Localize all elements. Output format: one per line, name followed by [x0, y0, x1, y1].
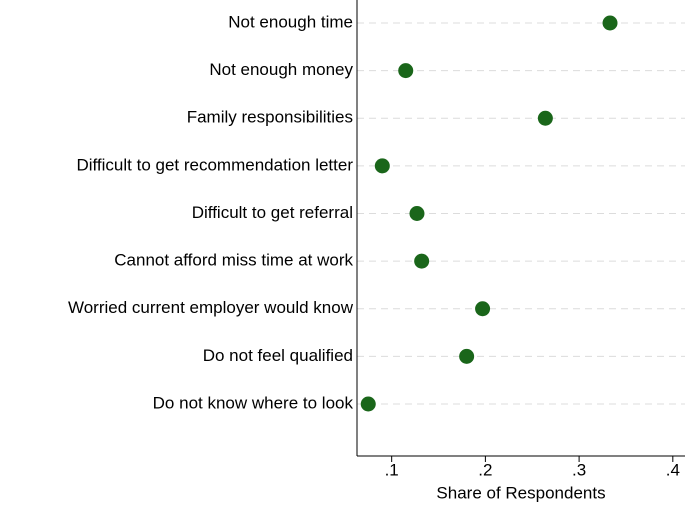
y-tick-label: Do not feel qualified: [203, 346, 353, 365]
dot: [602, 15, 618, 31]
y-tick-label: Worried current employer would know: [68, 298, 354, 317]
y-tick-label: Not enough time: [228, 12, 353, 31]
y-tick-label: Do not know where to look: [153, 393, 354, 412]
dot: [459, 348, 475, 364]
dot: [414, 253, 430, 269]
dot: [475, 301, 491, 317]
dot: [398, 63, 414, 79]
x-tick-label: .3: [572, 460, 586, 479]
dot: [374, 158, 390, 174]
x-axis-label: Share of Respondents: [436, 483, 605, 502]
x-tick-label: .1: [385, 460, 399, 479]
dot: [409, 206, 425, 221]
y-tick-label: Family responsibilities: [187, 108, 353, 127]
x-tick-label: .4: [666, 460, 680, 479]
y-tick-label: Difficult to get recommendation letter: [76, 155, 353, 174]
dot: [537, 110, 553, 126]
y-tick-label: Cannot afford miss time at work: [114, 251, 353, 270]
y-tick-label: Difficult to get referral: [192, 203, 353, 222]
x-tick-label: .2: [478, 460, 492, 479]
y-tick-label: Not enough money: [209, 60, 353, 79]
dot: [360, 396, 376, 412]
